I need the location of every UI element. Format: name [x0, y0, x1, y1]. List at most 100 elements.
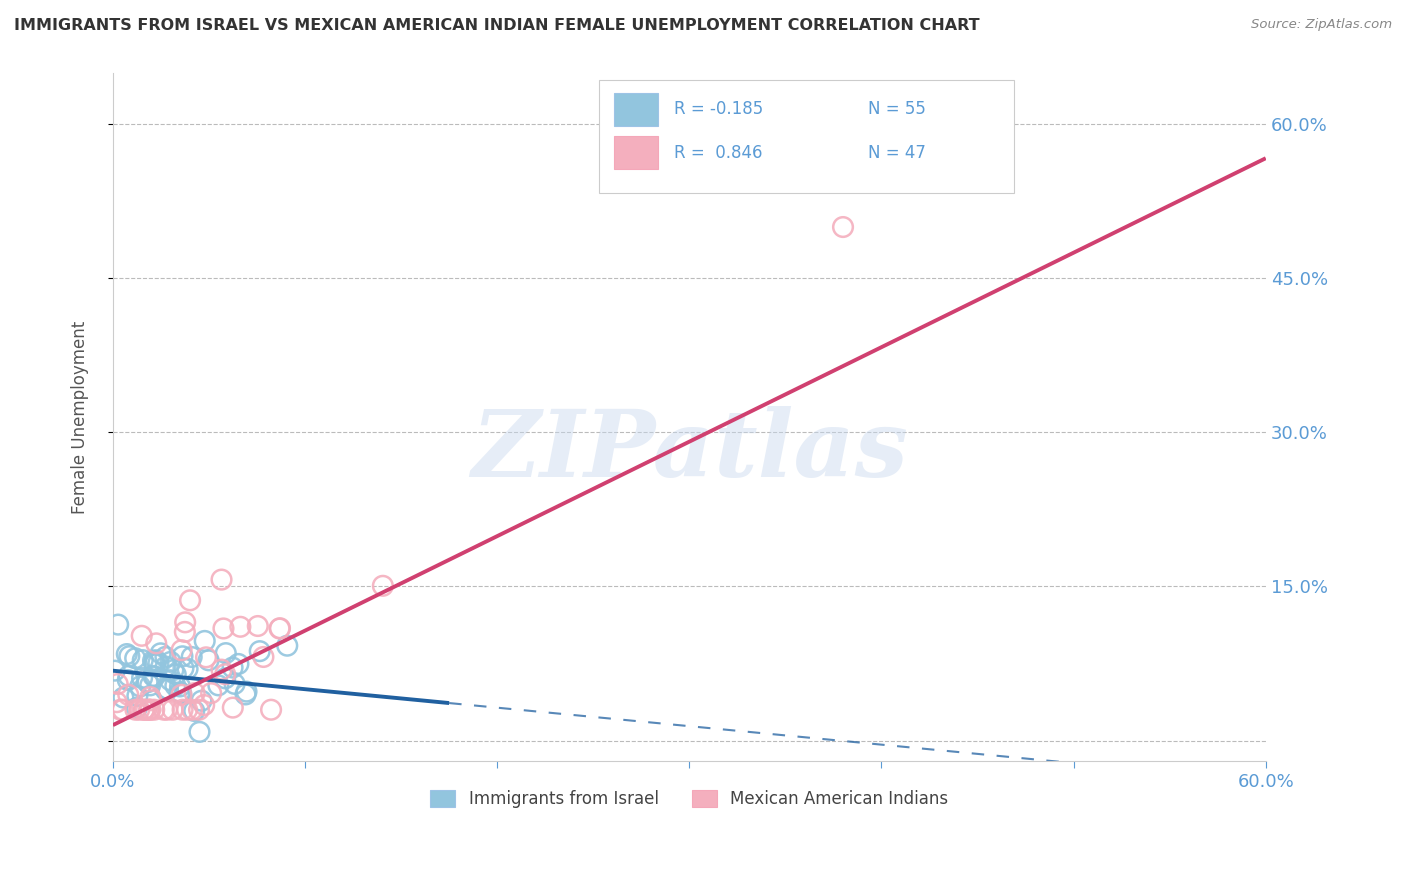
Point: [181, 703, 204, 717]
Point: [135, 703, 157, 717]
Point: [194, 634, 217, 648]
Point: [159, 655, 181, 669]
Point: [269, 621, 291, 635]
Point: [132, 653, 155, 667]
Point: [156, 682, 179, 697]
Point: [156, 703, 179, 717]
Point: [117, 688, 139, 702]
Point: [169, 685, 191, 699]
Legend: Immigrants from Israel, Mexican American Indians: Immigrants from Israel, Mexican American…: [423, 783, 955, 814]
Point: [183, 704, 205, 718]
Text: R = -0.185: R = -0.185: [675, 101, 763, 119]
Point: [112, 690, 135, 705]
Point: [155, 681, 177, 696]
Y-axis label: Female Unemployment: Female Unemployment: [72, 320, 89, 514]
Point: [143, 656, 166, 670]
Point: [215, 646, 238, 660]
Point: [188, 725, 211, 739]
FancyBboxPatch shape: [599, 80, 1014, 194]
Point: [246, 619, 269, 633]
Point: [142, 654, 165, 668]
Point: [170, 688, 193, 702]
Point: [276, 639, 298, 653]
Text: N = 55: N = 55: [868, 101, 927, 119]
Point: [211, 573, 233, 587]
Point: [125, 700, 148, 714]
Point: [145, 636, 167, 650]
Point: [176, 703, 198, 717]
Point: [143, 670, 166, 684]
Point: [139, 703, 162, 717]
Point: [260, 703, 283, 717]
Point: [180, 650, 202, 665]
Point: [183, 686, 205, 700]
Point: [193, 698, 215, 712]
Point: [195, 650, 218, 665]
Point: [143, 657, 166, 672]
Point: [200, 686, 222, 700]
Point: [214, 671, 236, 685]
Point: [269, 622, 291, 636]
Text: IMMIGRANTS FROM ISRAEL VS MEXICAN AMERICAN INDIAN FEMALE UNEMPLOYMENT CORRELATIO: IMMIGRANTS FROM ISRAEL VS MEXICAN AMERIC…: [14, 18, 980, 33]
Point: [214, 667, 236, 681]
Point: [222, 700, 245, 714]
Point: [117, 673, 139, 687]
Point: [832, 220, 855, 235]
Point: [155, 649, 177, 664]
Point: [148, 656, 170, 670]
Point: [235, 688, 257, 702]
Point: [132, 703, 155, 717]
Point: [155, 659, 177, 673]
FancyBboxPatch shape: [614, 136, 658, 169]
Point: [118, 649, 141, 664]
Point: [371, 579, 394, 593]
Point: [136, 675, 159, 690]
Point: [212, 622, 235, 636]
Text: R =  0.846: R = 0.846: [675, 144, 763, 161]
Point: [117, 669, 139, 683]
Point: [170, 643, 193, 657]
Point: [179, 593, 201, 607]
Point: [211, 663, 233, 677]
Point: [165, 667, 187, 681]
Point: [155, 682, 177, 697]
Point: [149, 646, 172, 660]
Point: [128, 703, 150, 717]
Point: [131, 671, 153, 685]
Point: [176, 662, 198, 676]
Point: [105, 695, 128, 709]
Point: [134, 703, 156, 717]
Point: [170, 686, 193, 700]
Text: Source: ZipAtlas.com: Source: ZipAtlas.com: [1251, 18, 1392, 31]
Point: [197, 653, 219, 667]
Text: ZIPatlas: ZIPatlas: [471, 407, 908, 497]
Point: [115, 647, 138, 661]
Point: [159, 673, 181, 688]
Point: [107, 677, 129, 691]
Point: [139, 678, 162, 692]
Point: [188, 703, 211, 717]
Point: [249, 644, 271, 658]
Point: [107, 617, 129, 632]
Point: [172, 649, 194, 664]
Point: [145, 653, 167, 667]
Point: [110, 703, 132, 717]
Point: [138, 703, 160, 717]
Point: [131, 629, 153, 643]
Point: [229, 620, 252, 634]
Point: [228, 657, 250, 671]
Point: [142, 669, 165, 683]
Point: [124, 703, 146, 717]
Point: [143, 703, 166, 717]
FancyBboxPatch shape: [614, 93, 658, 126]
Point: [172, 661, 194, 675]
Point: [190, 694, 212, 708]
Point: [104, 664, 127, 678]
Point: [139, 690, 162, 705]
Point: [224, 677, 246, 691]
Point: [127, 689, 149, 703]
Point: [162, 703, 184, 717]
Point: [235, 684, 257, 698]
Point: [165, 679, 187, 693]
Point: [138, 703, 160, 717]
